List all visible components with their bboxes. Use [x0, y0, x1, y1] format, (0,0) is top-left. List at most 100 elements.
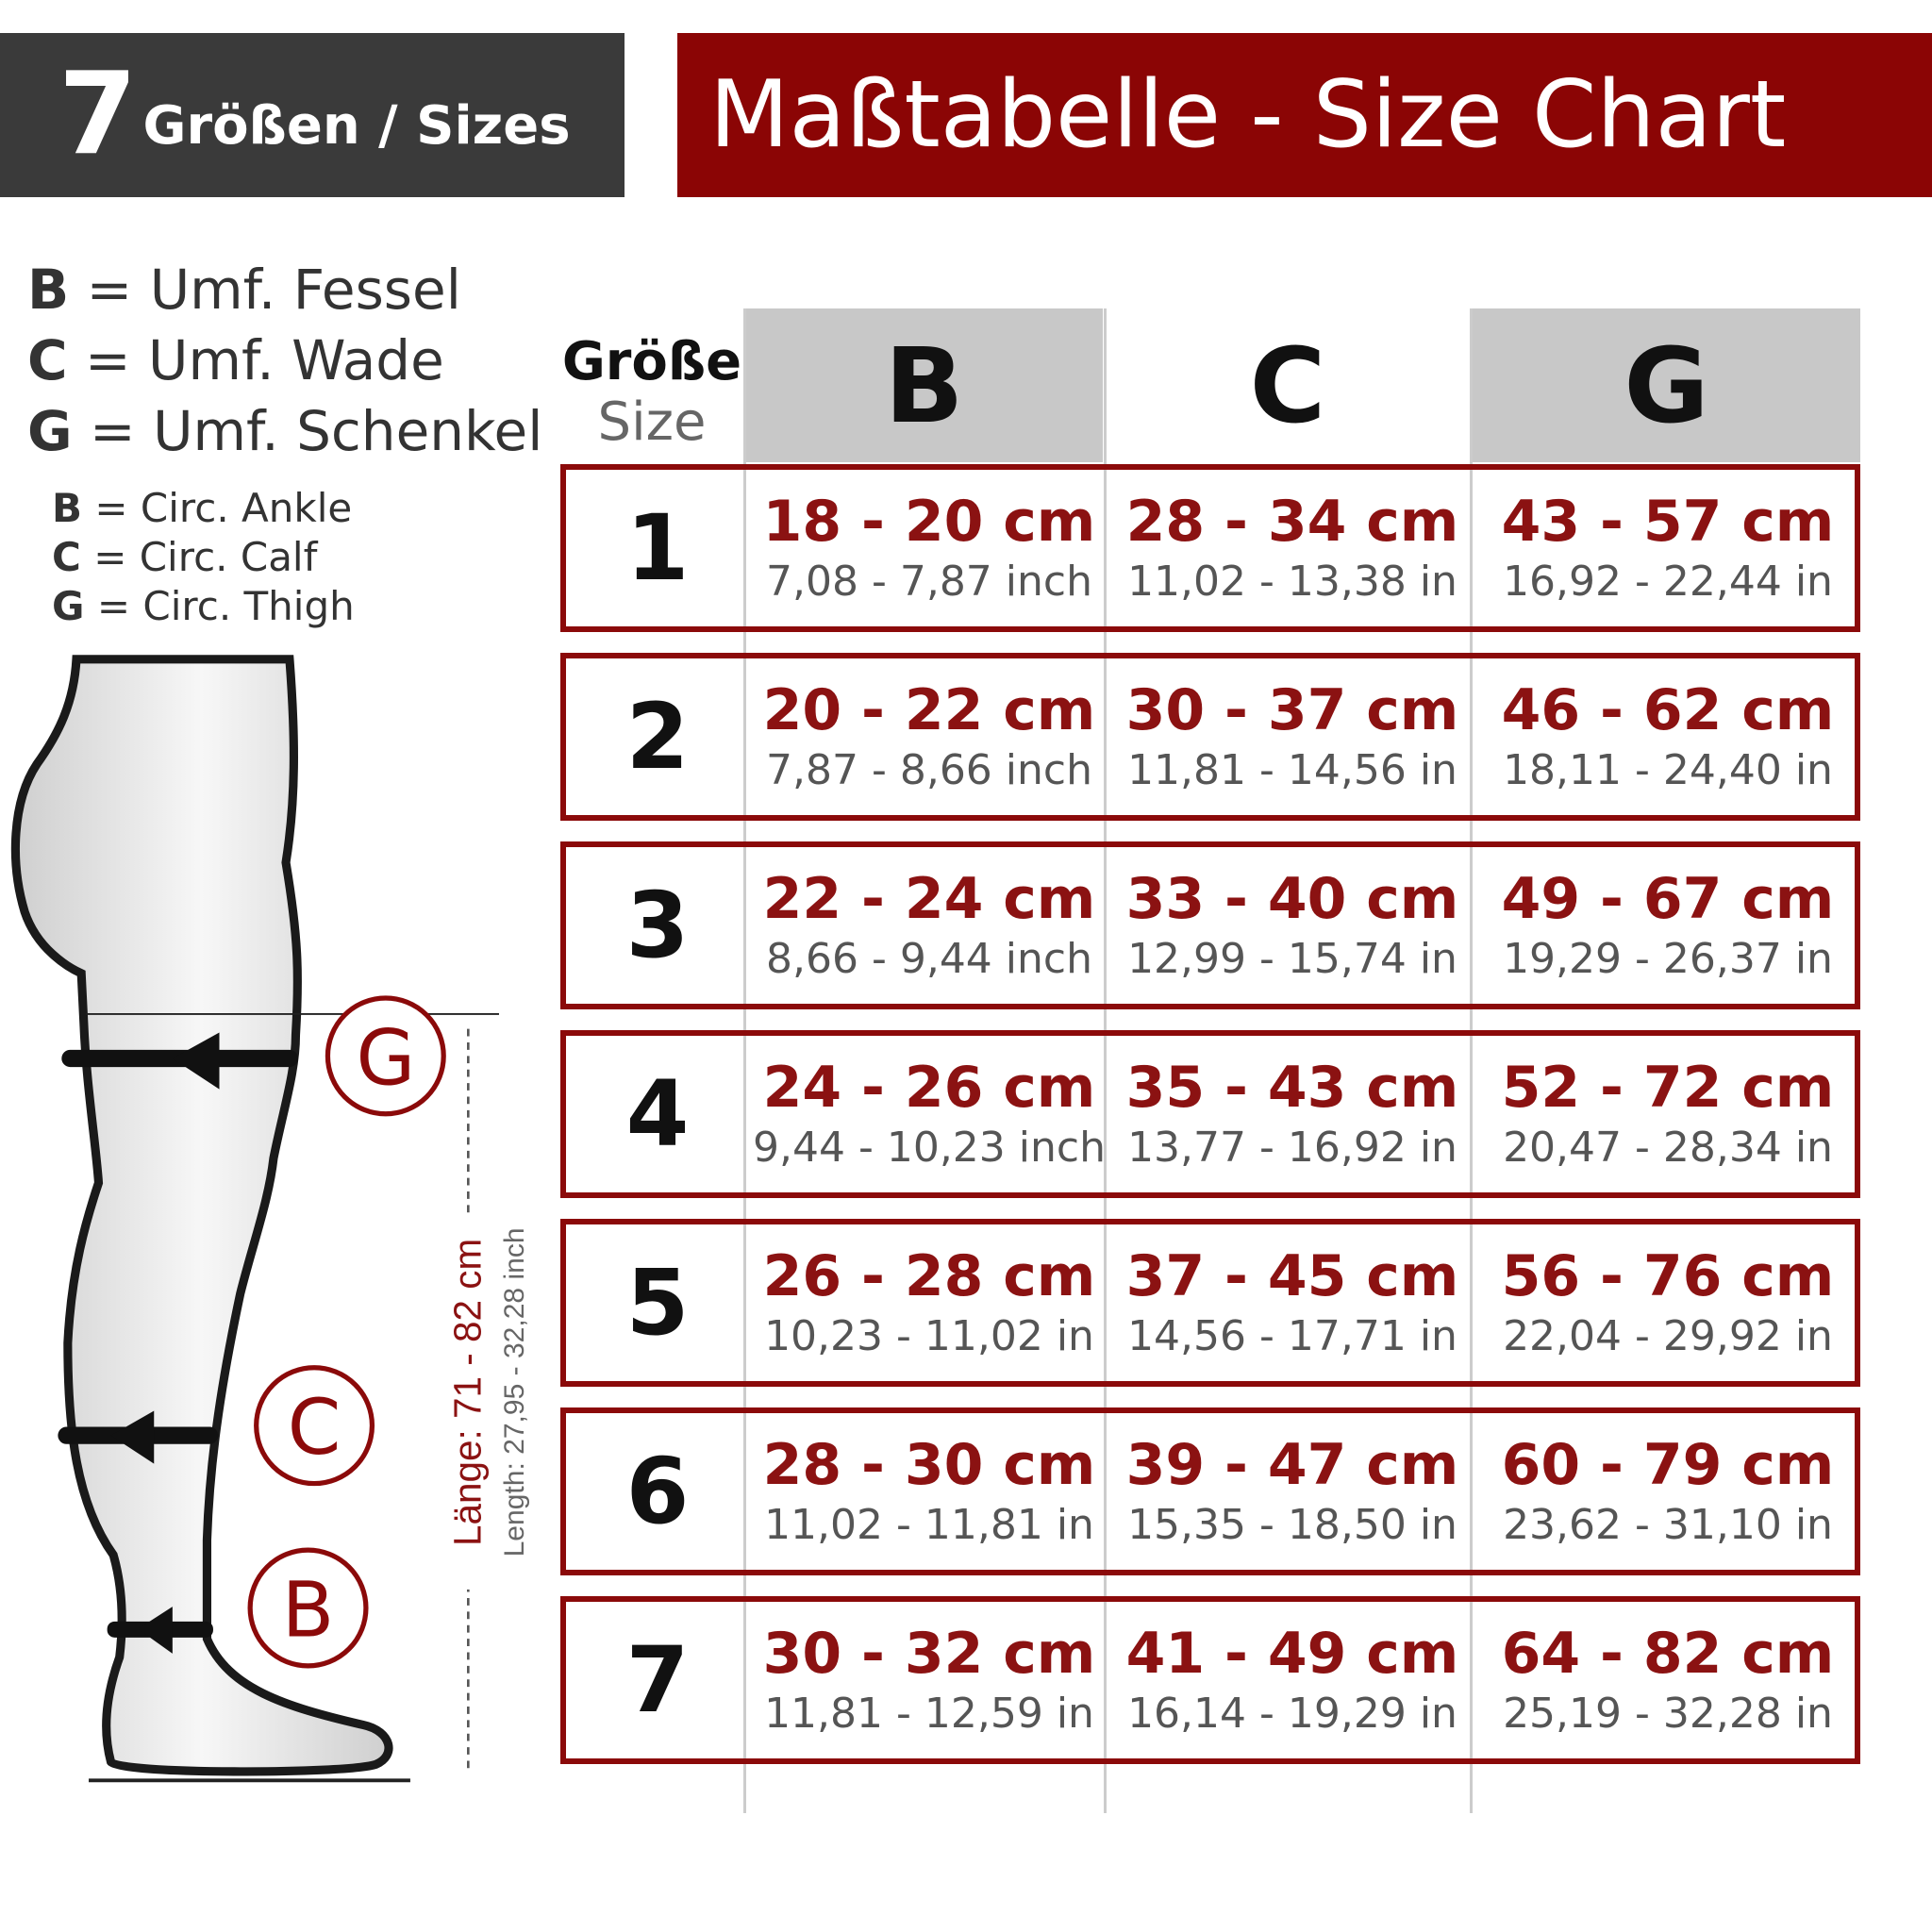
range-cm: 26 - 28 cm	[762, 1243, 1096, 1309]
legend-item: C = Umf. Wade	[27, 328, 444, 392]
measurement-cell-g: 56 - 76 cm 22,04 - 29,92 in	[1475, 1224, 1860, 1381]
range-cm: 22 - 24 cm	[762, 866, 1096, 932]
cell-divider	[1470, 1602, 1473, 1758]
measurement-cell-g: 60 - 79 cm 23,62 - 31,10 in	[1475, 1413, 1860, 1570]
range-cm: 46 - 62 cm	[1501, 677, 1835, 743]
measurement-cell-b: 24 - 26 cm 9,44 - 10,23 inch	[749, 1036, 1109, 1192]
measurement-cell-g: 52 - 72 cm 20,47 - 28,34 in	[1475, 1036, 1860, 1192]
table-row: 7 30 - 32 cm 11,81 - 12,59 in 41 - 49 cm…	[560, 1596, 1860, 1764]
range-inch: 9,44 - 10,23 inch	[753, 1124, 1106, 1172]
measurement-cell-b: 20 - 22 cm 7,87 - 8,66 inch	[749, 658, 1109, 815]
table-row: 2 20 - 22 cm 7,87 - 8,66 inch 30 - 37 cm…	[560, 653, 1860, 821]
cell-divider	[743, 847, 746, 1004]
range-inch: 11,02 - 13,38 in	[1127, 558, 1457, 606]
range-inch: 23,62 - 31,10 in	[1503, 1501, 1833, 1549]
svg-text:B: B	[282, 1567, 335, 1656]
range-cm: 20 - 22 cm	[762, 677, 1096, 743]
measurement-cell-c: 35 - 43 cm 13,77 - 16,92 in	[1109, 1036, 1475, 1192]
cell-divider	[1104, 1413, 1107, 1570]
column-header-b: B	[745, 308, 1103, 462]
cell-divider	[1470, 847, 1473, 1004]
table-row: 5 26 - 28 cm 10,23 - 11,02 in 37 - 45 cm…	[560, 1219, 1860, 1387]
range-cm: 49 - 67 cm	[1501, 866, 1835, 932]
cell-divider	[1104, 658, 1107, 815]
cell-divider	[1104, 470, 1107, 626]
measurement-cell-b: 26 - 28 cm 10,23 - 11,02 in	[749, 1224, 1109, 1381]
size-number: 3	[625, 873, 690, 978]
length-label-en: Length: 27,95 - 32,28 inch	[499, 1227, 530, 1557]
column-header-c: C	[1107, 308, 1469, 462]
size-number: 7	[625, 1627, 690, 1733]
legend-english: B = Circ. Ankle C = Circ. Calf G = Circ.…	[52, 484, 355, 631]
size-number: 1	[625, 495, 690, 601]
size-number: 6	[625, 1439, 690, 1544]
legend-item: G = Circ. Thigh	[52, 583, 355, 629]
range-cm: 35 - 43 cm	[1125, 1055, 1459, 1121]
table-row: 6 28 - 30 cm 11,02 - 11,81 in 39 - 47 cm…	[560, 1407, 1860, 1575]
range-inch: 19,29 - 26,37 in	[1503, 935, 1833, 983]
measurement-cell-c: 39 - 47 cm 15,35 - 18,50 in	[1109, 1413, 1475, 1570]
range-inch: 7,87 - 8,66 inch	[766, 746, 1092, 794]
cell-divider	[1104, 847, 1107, 1004]
table-row: 4 24 - 26 cm 9,44 - 10,23 inch 35 - 43 c…	[560, 1030, 1860, 1198]
sizes-banner: 7 Größen / Sizes	[0, 33, 625, 197]
thigh-band	[61, 1032, 299, 1090]
measurement-cell-c: 33 - 40 cm 12,99 - 15,74 in	[1109, 847, 1475, 1004]
sizes-label: Größen / Sizes	[142, 94, 571, 157]
svg-text:C: C	[288, 1384, 341, 1473]
measurement-cell-b: 18 - 20 cm 7,08 - 7,87 inch	[749, 470, 1109, 626]
range-cm: 60 - 79 cm	[1501, 1432, 1835, 1498]
measurement-cell-c: 28 - 34 cm 11,02 - 13,38 in	[1109, 470, 1475, 626]
measurement-cell-b: 28 - 30 cm 11,02 - 11,81 in	[749, 1413, 1109, 1570]
measurement-cell-b: 30 - 32 cm 11,81 - 12,59 in	[749, 1602, 1109, 1758]
legend-item: G = Umf. Schenkel	[27, 399, 543, 463]
length-label-de: Länge: 71 - 82 cm	[445, 1239, 489, 1546]
measurement-cell-c: 37 - 45 cm 14,56 - 17,71 in	[1109, 1224, 1475, 1381]
range-cm: 52 - 72 cm	[1501, 1055, 1835, 1121]
sizes-count: 7	[58, 49, 138, 180]
legend-item: B = Umf. Fessel	[27, 258, 461, 322]
range-inch: 14,56 - 17,71 in	[1127, 1312, 1457, 1360]
calf-band	[58, 1410, 219, 1464]
measurement-cell-g: 46 - 62 cm 18,11 - 24,40 in	[1475, 658, 1860, 815]
measurement-cell-g: 49 - 67 cm 19,29 - 26,37 in	[1475, 847, 1860, 1004]
svg-text:G: G	[356, 1014, 415, 1103]
range-inch: 15,35 - 18,50 in	[1127, 1501, 1457, 1549]
measurement-cell-c: 41 - 49 cm 16,14 - 19,29 in	[1109, 1602, 1475, 1758]
range-inch: 13,77 - 16,92 in	[1127, 1124, 1457, 1172]
leg-outline	[10, 655, 393, 1776]
range-inch: 7,08 - 7,87 inch	[766, 558, 1092, 606]
range-inch: 20,47 - 28,34 in	[1503, 1124, 1833, 1172]
range-inch: 16,92 - 22,44 in	[1503, 558, 1833, 606]
legend-german: B = Umf. Fessel C = Umf. Wade G = Umf. S…	[27, 255, 542, 467]
cell-divider	[743, 470, 746, 626]
size-number: 4	[625, 1061, 690, 1167]
range-cm: 18 - 20 cm	[762, 489, 1096, 555]
cell-divider	[1470, 1036, 1473, 1192]
range-inch: 16,14 - 19,29 in	[1127, 1690, 1457, 1738]
page-title: Maßtabelle - Size Chart	[709, 61, 1787, 169]
range-inch: 12,99 - 15,74 in	[1127, 935, 1457, 983]
range-inch: 11,02 - 11,81 in	[764, 1501, 1094, 1549]
marker-c: C	[254, 1365, 375, 1487]
size-number: 2	[625, 684, 690, 790]
cell-divider	[743, 658, 746, 815]
range-cm: 43 - 57 cm	[1501, 489, 1835, 555]
table-row: 1 18 - 20 cm 7,08 - 7,87 inch 28 - 34 cm…	[560, 464, 1860, 632]
title-banner: Maßtabelle - Size Chart	[677, 33, 1932, 197]
cell-divider	[743, 1036, 746, 1192]
measurement-cell-g: 43 - 57 cm 16,92 - 22,44 in	[1475, 470, 1860, 626]
measurement-cell-c: 30 - 37 cm 11,81 - 14,56 in	[1109, 658, 1475, 815]
range-cm: 33 - 40 cm	[1125, 866, 1459, 932]
cell-divider	[743, 1413, 746, 1570]
range-cm: 30 - 32 cm	[762, 1621, 1096, 1687]
range-inch: 25,19 - 32,28 in	[1503, 1690, 1833, 1738]
cell-divider	[1470, 470, 1473, 626]
range-cm: 30 - 37 cm	[1125, 677, 1459, 743]
cell-divider	[1470, 1413, 1473, 1570]
marker-g: G	[325, 995, 446, 1117]
cell-divider	[1104, 1602, 1107, 1758]
cell-divider	[743, 1224, 746, 1381]
cell-divider	[1104, 1036, 1107, 1192]
range-cm: 28 - 34 cm	[1125, 489, 1459, 555]
